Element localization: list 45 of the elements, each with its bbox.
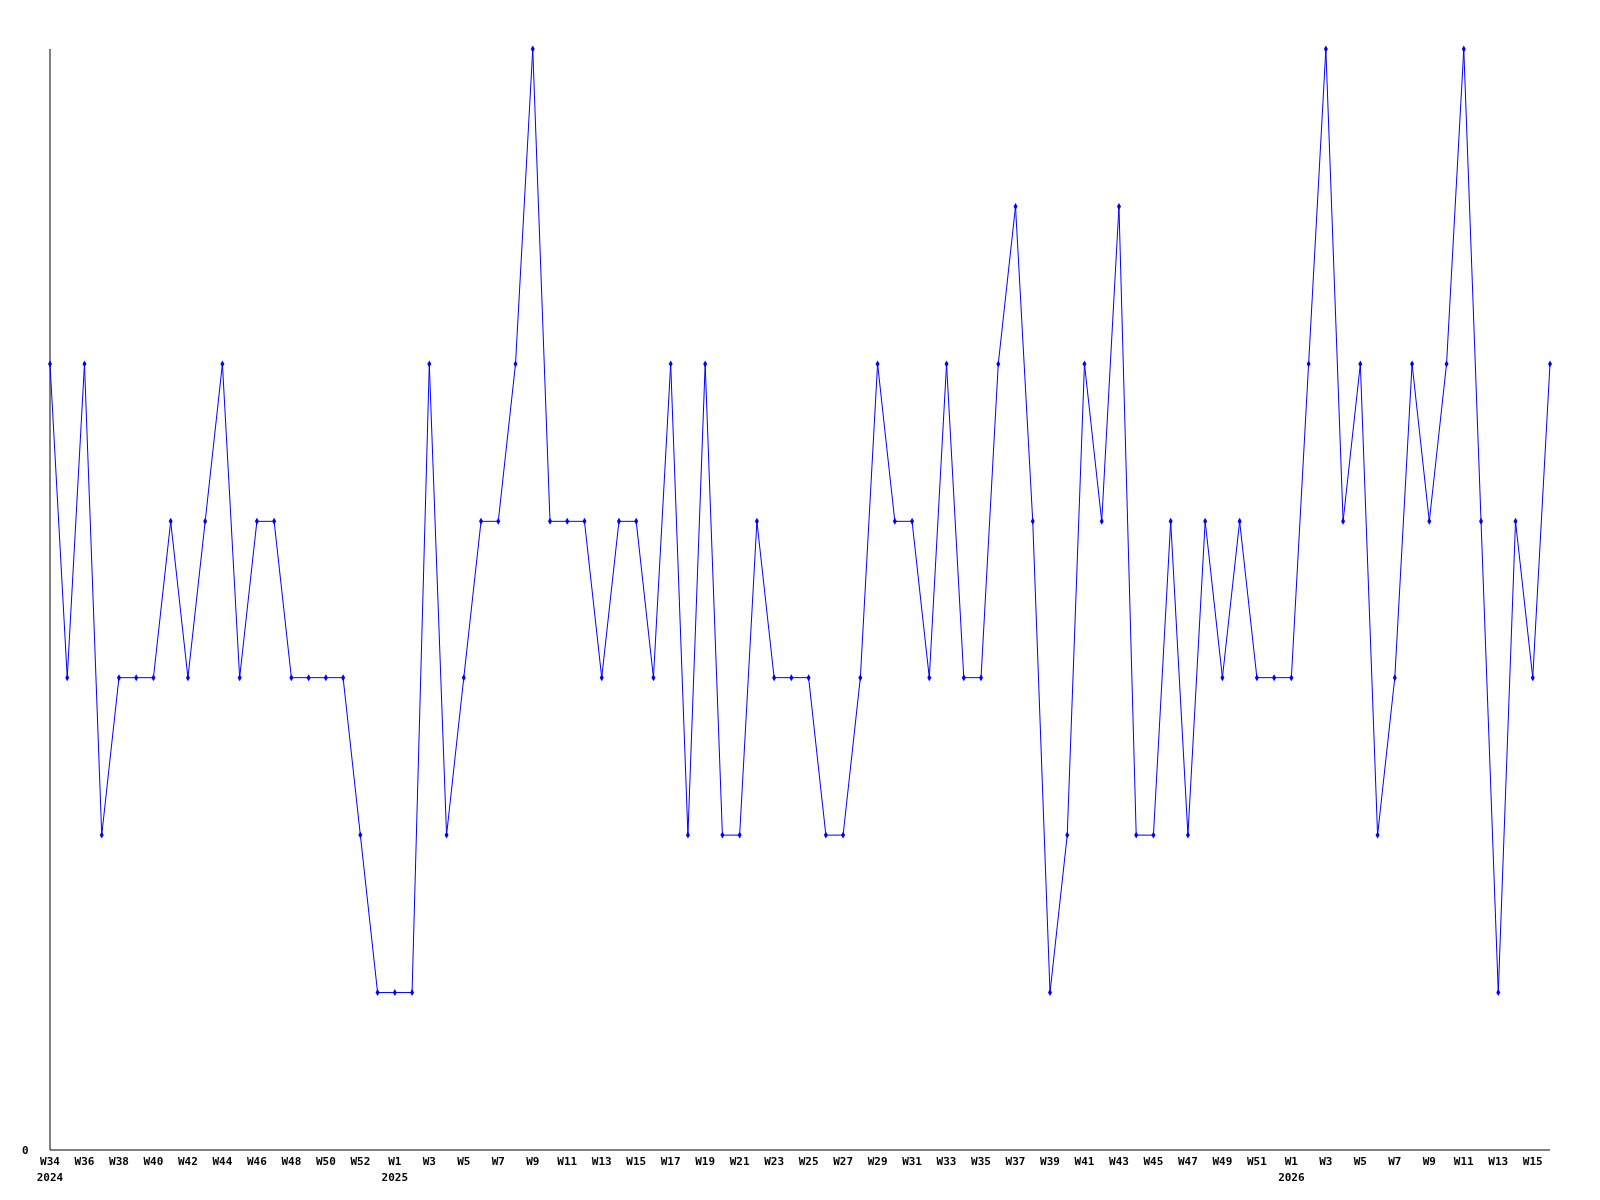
x-tick-label: W13 — [1488, 1155, 1509, 1168]
x-tick-label: W11 — [557, 1155, 578, 1168]
x-tick-label: W3 — [422, 1155, 436, 1168]
x-tick-label: W1 2025 — [381, 1155, 409, 1184]
x-tick-label: W34 2024 — [36, 1155, 64, 1184]
x-tick-label: W52 — [350, 1155, 371, 1168]
x-tick-label: W50 — [315, 1155, 336, 1168]
x-tick-label: W15 — [626, 1155, 647, 1168]
x-tick-label: W40 — [143, 1155, 164, 1168]
x-tick-label: W13 — [591, 1155, 612, 1168]
x-tick-label: W33 — [936, 1155, 957, 1168]
x-tick-label: W31 — [902, 1155, 923, 1168]
x-tick-label: W46 — [246, 1155, 268, 1168]
text: 0 — [22, 1144, 29, 1157]
x-tick-label: W45 — [1143, 1155, 1164, 1168]
x-tick-label: W5 — [1353, 1155, 1367, 1168]
x-tick-label: W23 — [764, 1155, 785, 1168]
x-tick-label: W15 — [1522, 1155, 1543, 1168]
x-tick-label: W3 — [1319, 1155, 1333, 1168]
x-tick-label: W35 — [971, 1155, 991, 1168]
x-tick-label: W29 — [867, 1155, 888, 1168]
x-tick-label: W41 — [1074, 1155, 1095, 1168]
x-tick-label: W27 — [833, 1155, 854, 1168]
x-tick-label: W9 — [526, 1155, 540, 1168]
x-tick-label: W9 — [1422, 1155, 1436, 1168]
x-tick-label: W1 2026 — [1278, 1155, 1305, 1184]
x-tick-label: W49 — [1212, 1155, 1233, 1168]
x-tick-label: W7 — [491, 1155, 505, 1168]
x-tick-label: W39 — [1040, 1155, 1060, 1168]
x-tick-label: W37 — [1005, 1155, 1026, 1168]
x-tick-label: W17 — [660, 1155, 681, 1168]
x-tick-label: W19 — [695, 1155, 716, 1168]
x-tick-label: W38 — [109, 1155, 129, 1168]
x-tick-label: W21 — [729, 1155, 750, 1168]
x-tick-label: W36 — [74, 1155, 95, 1168]
x-tick-label: W7 — [1388, 1155, 1402, 1168]
x-tick-label: W5 — [457, 1155, 471, 1168]
x-tick-label: W43 — [1109, 1155, 1129, 1168]
x-tick-label: W48 — [281, 1155, 302, 1168]
x-tick-label: W44 — [212, 1155, 233, 1168]
x-tick-label: W25 — [798, 1155, 819, 1168]
x-tick-label: W51 — [1246, 1155, 1268, 1168]
x-tick-label: W47 — [1177, 1155, 1198, 1168]
x-tick-label: W42 — [177, 1155, 198, 1168]
x-tick-label: W11 — [1453, 1155, 1475, 1168]
